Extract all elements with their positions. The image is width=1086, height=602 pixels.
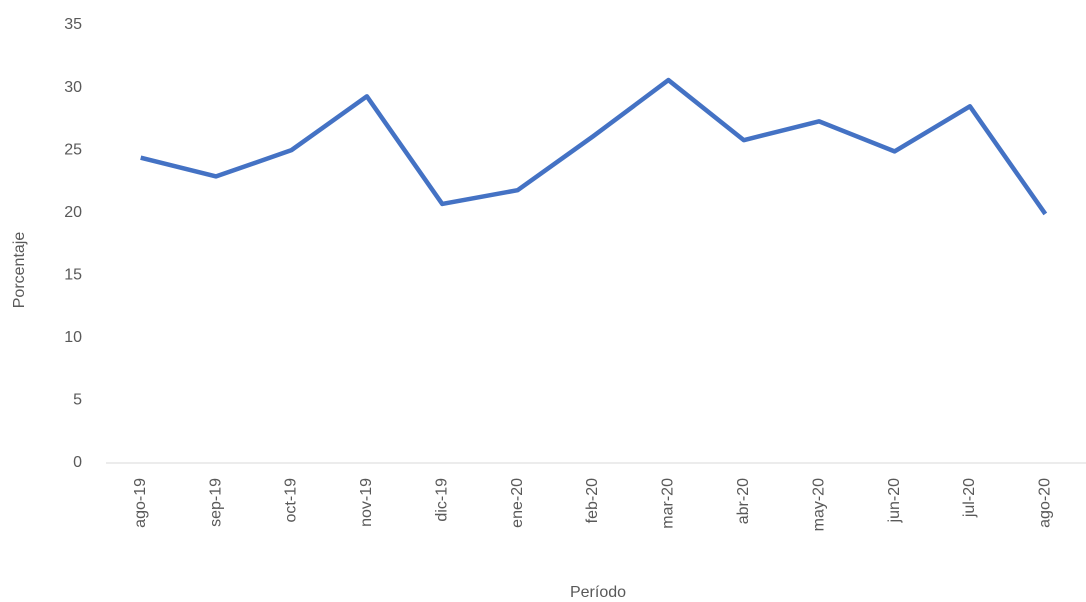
x-tick-label: dic-19 [433,478,450,522]
x-tick-label: ene-20 [509,478,526,528]
y-tick-label: 30 [64,79,82,96]
y-tick-label: 0 [73,454,82,471]
x-tick-label: feb-20 [584,478,601,523]
x-tick-label: nov-19 [358,478,375,527]
y-tick-label: 15 [64,267,82,284]
x-tick-label: ago-19 [132,478,149,528]
x-tick-label: oct-19 [283,478,300,523]
y-tick-label: 25 [64,141,82,158]
y-tick-label: 10 [64,329,82,346]
x-tick-label: jun-20 [886,478,903,524]
x-tick-label: ago-20 [1037,478,1054,528]
x-tick-label: mar-20 [660,478,677,529]
x-tick-label: jul-20 [961,478,978,518]
x-axis-title: Período [570,584,626,601]
y-tick-label: 20 [64,204,82,221]
data-line [140,77,1048,216]
x-tick-label: may-20 [810,478,827,531]
x-tick-label: sep-19 [207,478,224,527]
y-tick-label: 35 [64,16,82,33]
y-axis-title: Porcentaje [11,232,28,309]
y-tick-label: 5 [73,392,82,409]
x-tick-label: abr-20 [735,478,752,524]
